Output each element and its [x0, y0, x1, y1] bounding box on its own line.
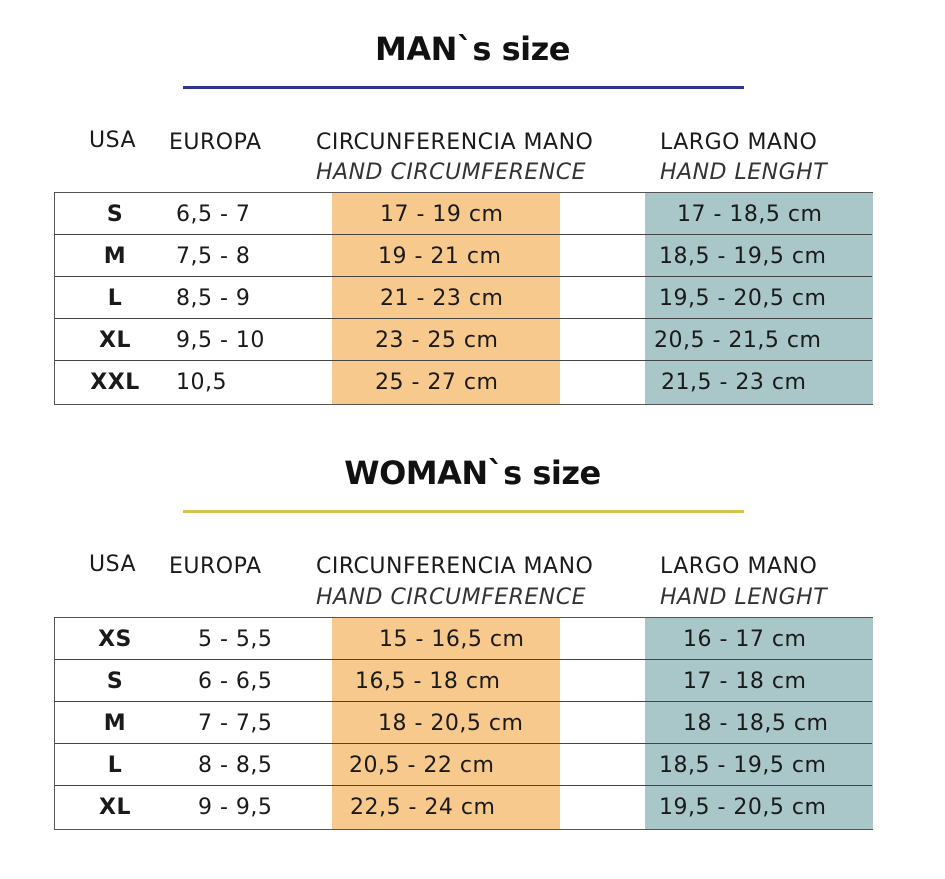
- circumference-cell: 19 - 21 cm: [378, 244, 502, 269]
- circumference-header-en: HAND CIRCUMFERENCE: [316, 585, 587, 610]
- europa-size-cell: 7,5 - 8: [176, 244, 251, 269]
- length-cell: 19,5 - 20,5 cm: [659, 795, 827, 820]
- europa-size-cell: 5 - 5,5: [198, 627, 273, 652]
- table-row: XXL 10,5 25 - 27 cm 21,5 - 23 cm: [55, 361, 872, 403]
- table-row: S 6,5 - 7 17 - 19 cm 17 - 18,5 cm: [55, 193, 872, 235]
- length-cell: 16 - 17 cm: [683, 627, 807, 652]
- usa-size-cell: S: [106, 669, 124, 694]
- europa-size-cell: 9 - 9,5: [198, 795, 273, 820]
- woman-title-underline: [183, 510, 744, 513]
- usa-header: USA: [89, 128, 137, 153]
- length-header: LARGO MANO: [660, 130, 818, 155]
- table-row: XL 9 - 9,5 22,5 - 24 cm 19,5 - 20,5 cm: [55, 786, 872, 828]
- circumference-cell: 15 - 16,5 cm: [379, 627, 525, 652]
- usa-size-cell: S: [106, 202, 124, 227]
- europa-size-cell: 8,5 - 9: [176, 286, 251, 311]
- length-header-en: HAND LENGHT: [660, 160, 828, 185]
- man-size-table: S 6,5 - 7 17 - 19 cm 17 - 18,5 cm M 7,5 …: [54, 192, 873, 405]
- europa-size-cell: 7 - 7,5: [198, 711, 273, 736]
- usa-size-cell: XXL: [90, 370, 140, 395]
- europa-size-cell: 10,5: [176, 370, 227, 395]
- europa-header: EUROPA: [169, 554, 262, 579]
- circumference-cell: 23 - 25 cm: [375, 328, 499, 353]
- length-column-band: [645, 193, 873, 404]
- man-size-title: MAN`s size: [375, 30, 570, 68]
- circumference-cell: 25 - 27 cm: [375, 370, 499, 395]
- length-cell: 21,5 - 23 cm: [661, 370, 807, 395]
- length-header-en: HAND LENGHT: [660, 585, 828, 610]
- circumference-column-band: [332, 618, 560, 829]
- length-header: LARGO MANO: [660, 554, 818, 579]
- length-cell: 17 - 18,5 cm: [677, 202, 823, 227]
- circumference-cell: 18 - 20,5 cm: [378, 711, 524, 736]
- length-column-band: [645, 618, 873, 829]
- circumference-header-en: HAND CIRCUMFERENCE: [316, 160, 587, 185]
- usa-size-cell: M: [103, 244, 127, 269]
- table-row: S 6 - 6,5 16,5 - 18 cm 17 - 18 cm: [55, 660, 872, 702]
- length-cell: 20,5 - 21,5 cm: [654, 328, 822, 353]
- table-row: M 7 - 7,5 18 - 20,5 cm 18 - 18,5 cm: [55, 702, 872, 744]
- table-row: XS 5 - 5,5 15 - 16,5 cm 16 - 17 cm: [55, 618, 872, 660]
- length-cell: 18,5 - 19,5 cm: [659, 753, 827, 778]
- length-cell: 18,5 - 19,5 cm: [659, 244, 827, 269]
- circumference-column-band: [332, 193, 560, 404]
- table-row: L 8 - 8,5 20,5 - 22 cm 18,5 - 19,5 cm: [55, 744, 872, 786]
- woman-size-table: XS 5 - 5,5 15 - 16,5 cm 16 - 17 cm S 6 -…: [54, 617, 873, 830]
- table-row: M 7,5 - 8 19 - 21 cm 18,5 - 19,5 cm: [55, 235, 872, 277]
- table-row: L 8,5 - 9 21 - 23 cm 19,5 - 20,5 cm: [55, 277, 872, 319]
- length-cell: 19,5 - 20,5 cm: [659, 286, 827, 311]
- woman-size-title: WOMAN`s size: [344, 454, 601, 492]
- europa-size-cell: 8 - 8,5: [198, 753, 273, 778]
- europa-header: EUROPA: [169, 130, 262, 155]
- circumference-cell: 17 - 19 cm: [380, 202, 504, 227]
- circumference-cell: 21 - 23 cm: [380, 286, 504, 311]
- usa-size-cell: XL: [99, 795, 131, 820]
- europa-size-cell: 9,5 - 10: [176, 328, 265, 353]
- europa-size-cell: 6,5 - 7: [176, 202, 251, 227]
- usa-header: USA: [89, 552, 137, 577]
- length-cell: 17 - 18 cm: [683, 669, 807, 694]
- length-cell: 18 - 18,5 cm: [683, 711, 829, 736]
- circumference-cell: 20,5 - 22 cm: [349, 753, 495, 778]
- circumference-header: CIRCUNFERENCIA MANO: [316, 554, 594, 579]
- usa-size-cell: XL: [99, 328, 131, 353]
- usa-size-cell: M: [103, 711, 127, 736]
- usa-size-cell: L: [107, 286, 123, 311]
- usa-size-cell: XS: [98, 627, 132, 652]
- circumference-cell: 16,5 - 18 cm: [355, 669, 501, 694]
- usa-size-cell: L: [107, 753, 123, 778]
- europa-size-cell: 6 - 6,5: [198, 669, 273, 694]
- circumference-cell: 22,5 - 24 cm: [350, 795, 496, 820]
- table-row: XL 9,5 - 10 23 - 25 cm 20,5 - 21,5 cm: [55, 319, 872, 361]
- man-title-underline: [183, 86, 744, 89]
- circumference-header: CIRCUNFERENCIA MANO: [316, 130, 594, 155]
